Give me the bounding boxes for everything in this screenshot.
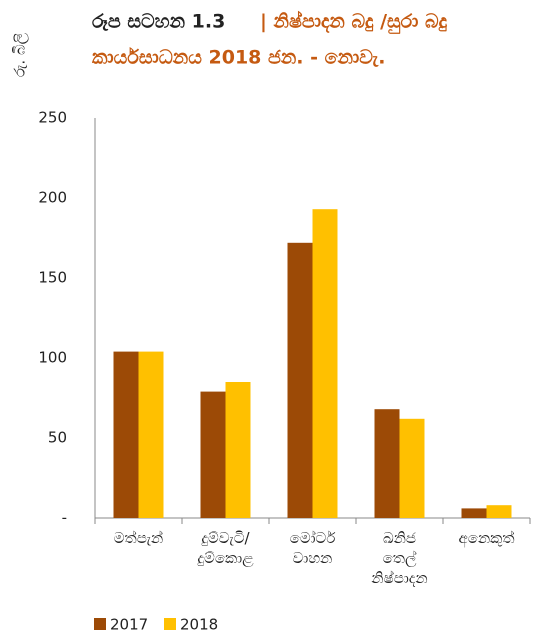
legend-label: 2017 xyxy=(110,616,148,634)
legend-label: 2018 xyxy=(180,616,218,634)
chart-title: | නිෂ්පාදන බදු /සුරා බදු xyxy=(260,10,448,35)
y-tick-label: - xyxy=(62,509,67,527)
y-tick-label: 150 xyxy=(38,269,67,287)
x-tick-label: ඛනිජ තෙල් නිෂ්පාදන xyxy=(371,529,427,587)
y-tick-label: 250 xyxy=(38,109,67,127)
bar xyxy=(312,209,338,518)
y-tick-label: 200 xyxy=(38,189,67,207)
y-axis-label: රු. බිලි xyxy=(11,32,29,77)
x-tick-label: අනෙකුත් xyxy=(459,528,515,547)
bar xyxy=(225,382,251,518)
bar xyxy=(287,242,313,519)
chart-title: කාර්යසාධනය 2018 ජන. - නොවැ. xyxy=(92,47,385,69)
bar xyxy=(486,505,512,518)
chart-title: රූප සටහන 1.3 xyxy=(92,11,225,33)
bar xyxy=(374,409,400,518)
x-tick-label: මෝටර් වාහන xyxy=(290,529,336,567)
bar xyxy=(138,351,164,518)
bar xyxy=(200,391,226,518)
y-tick-label: 50 xyxy=(48,429,67,447)
x-tick-label: දුම්වැටි/දුම්කොළ xyxy=(197,529,254,567)
bar xyxy=(461,508,487,518)
x-tick-label: මත්පැන් xyxy=(114,528,164,546)
legend-swatch xyxy=(94,618,106,630)
bar xyxy=(113,351,139,518)
bar xyxy=(399,418,425,518)
y-tick-label: 100 xyxy=(38,349,67,367)
legend-swatch xyxy=(164,618,176,630)
